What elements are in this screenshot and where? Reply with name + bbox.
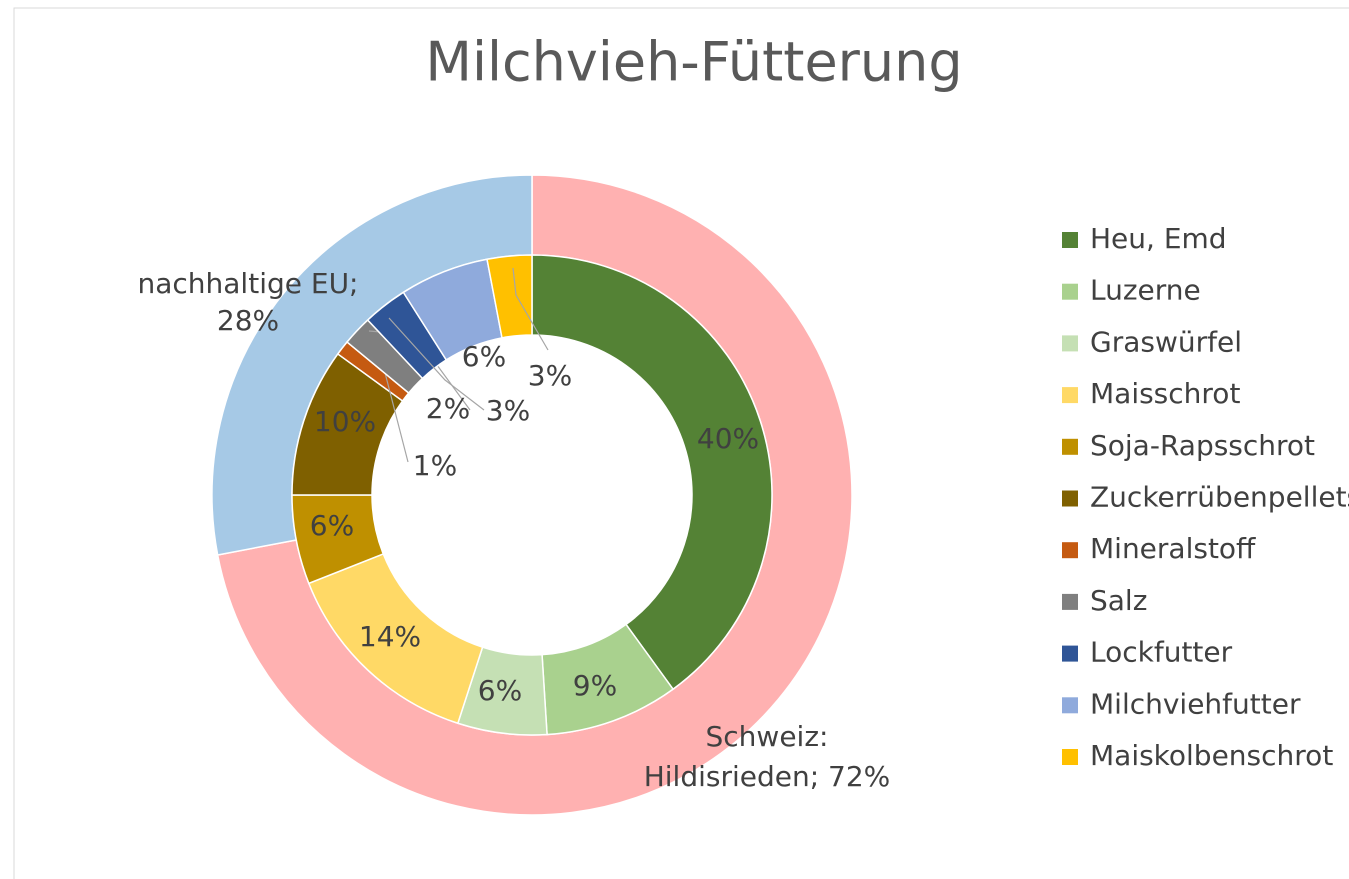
outer-label-line: nachhaltige EU;	[137, 267, 358, 300]
legend-label: Luzerne	[1090, 274, 1201, 307]
data-label: 9%	[573, 669, 617, 702]
outer-label: Schweiz: Hildisrieden; 72%	[644, 720, 891, 793]
legend-label: Graswürfel	[1090, 325, 1242, 358]
outer-label-line: 28%	[217, 304, 279, 337]
data-label: 40%	[697, 422, 759, 455]
legend-label: Maisschrot	[1090, 377, 1240, 410]
legend-label: Milchviehfutter	[1090, 687, 1301, 720]
outer-label-line: Schweiz:	[706, 720, 829, 753]
legend-swatch	[1062, 697, 1078, 714]
legend-swatch	[1062, 438, 1078, 455]
data-label: 3%	[486, 394, 530, 427]
data-label: 14%	[359, 620, 421, 653]
data-label: 10%	[314, 405, 376, 438]
leader-line	[388, 317, 485, 411]
leader-line	[512, 267, 549, 351]
legend-label: Heu, Emd	[1090, 222, 1227, 255]
outer-label: nachhaltige EU; 28%	[137, 267, 358, 337]
legend-swatch	[1062, 232, 1078, 248]
data-label: 2%	[426, 392, 470, 425]
legend-label: Maiskolbenschrot	[1090, 739, 1333, 772]
legend-swatch	[1062, 283, 1078, 300]
data-label: 1%	[413, 449, 457, 482]
legend-swatch	[1062, 645, 1078, 662]
data-label: 6%	[310, 509, 354, 542]
donut-slice	[486, 254, 533, 339]
legend-swatch	[1062, 335, 1078, 352]
data-label: 3%	[528, 359, 572, 392]
legend-swatch	[1062, 542, 1078, 559]
chart-title: Milchvieh-Fütterung	[425, 31, 962, 94]
legend-label: Salz	[1090, 584, 1147, 617]
legend-label: Lockfutter	[1090, 636, 1233, 669]
legend-label: Zuckerrübenpellets	[1090, 481, 1349, 514]
legend-label: Mineralstoff	[1090, 532, 1256, 565]
legend-swatch	[1062, 387, 1078, 404]
legend-swatch	[1062, 593, 1078, 610]
data-label: 6%	[462, 340, 506, 373]
legend-swatch	[1062, 490, 1078, 507]
legend-swatch	[1062, 749, 1078, 765]
data-label: 6%	[478, 674, 522, 707]
legend-label: Soja-Rapsschrot	[1090, 429, 1315, 462]
outer-label-line: Hildisrieden; 72%	[644, 760, 891, 793]
donut-slice	[531, 254, 773, 691]
